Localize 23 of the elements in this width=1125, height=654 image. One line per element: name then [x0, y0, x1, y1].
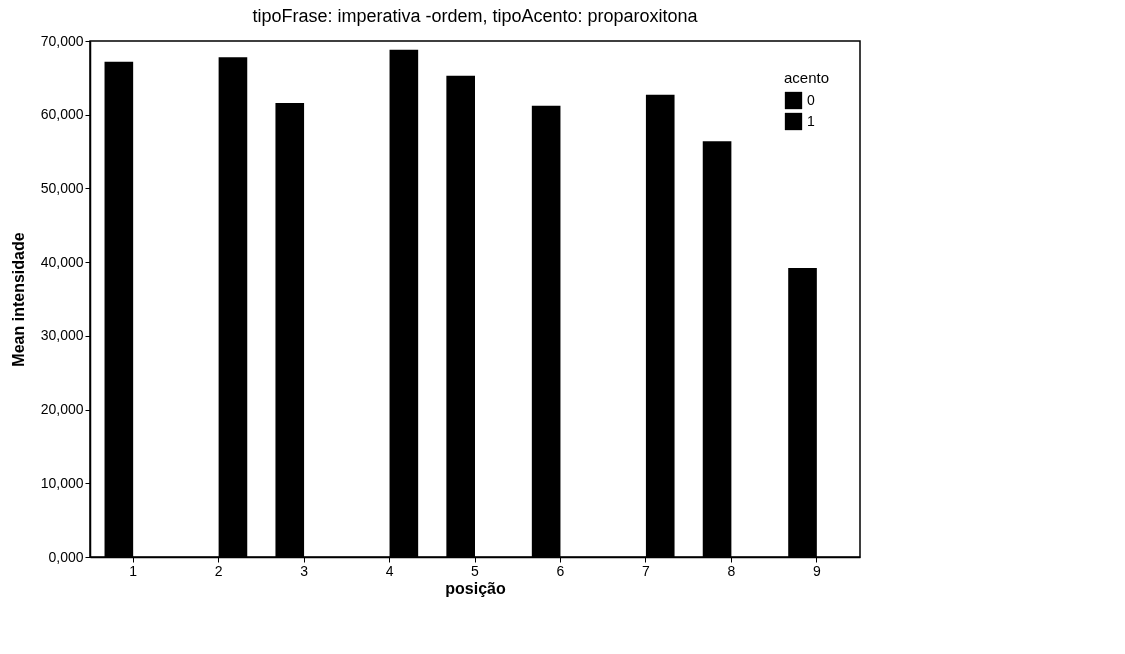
x-tick-label: 8: [727, 562, 736, 579]
y-tick-label: 70,000: [40, 32, 84, 49]
x-tick-label: 9: [812, 562, 821, 579]
legend-label: 1: [807, 112, 815, 129]
x-tick-label: 5: [471, 562, 480, 579]
x-tick-label: 3: [300, 562, 309, 579]
x-tick-label: 1: [129, 562, 138, 579]
x-axis-title: posição: [445, 579, 506, 597]
x-tick-label: 2: [214, 562, 223, 579]
x-tick-label: 7: [642, 562, 651, 579]
y-tick-label: 50,000: [40, 179, 84, 196]
y-tick-label: 60,000: [40, 106, 84, 123]
y-tick-label: 40,000: [40, 253, 84, 270]
y-tick-label: 30,000: [40, 327, 84, 344]
legend-title: acento: [784, 69, 830, 86]
x-tick-label: 4: [385, 562, 394, 579]
y-tick-label: 0,000: [48, 548, 84, 565]
y-tick-label: 10,000: [40, 474, 84, 491]
x-tick-label: 6: [556, 562, 565, 579]
legend-label: 0: [807, 91, 815, 108]
chart-title: tipoFrase: imperativa -ordem, tipoAcento: proparoxitona: [252, 6, 699, 26]
y-tick-label: 20,000: [40, 401, 84, 418]
y-axis-title: Mean intensidade: [9, 232, 27, 367]
